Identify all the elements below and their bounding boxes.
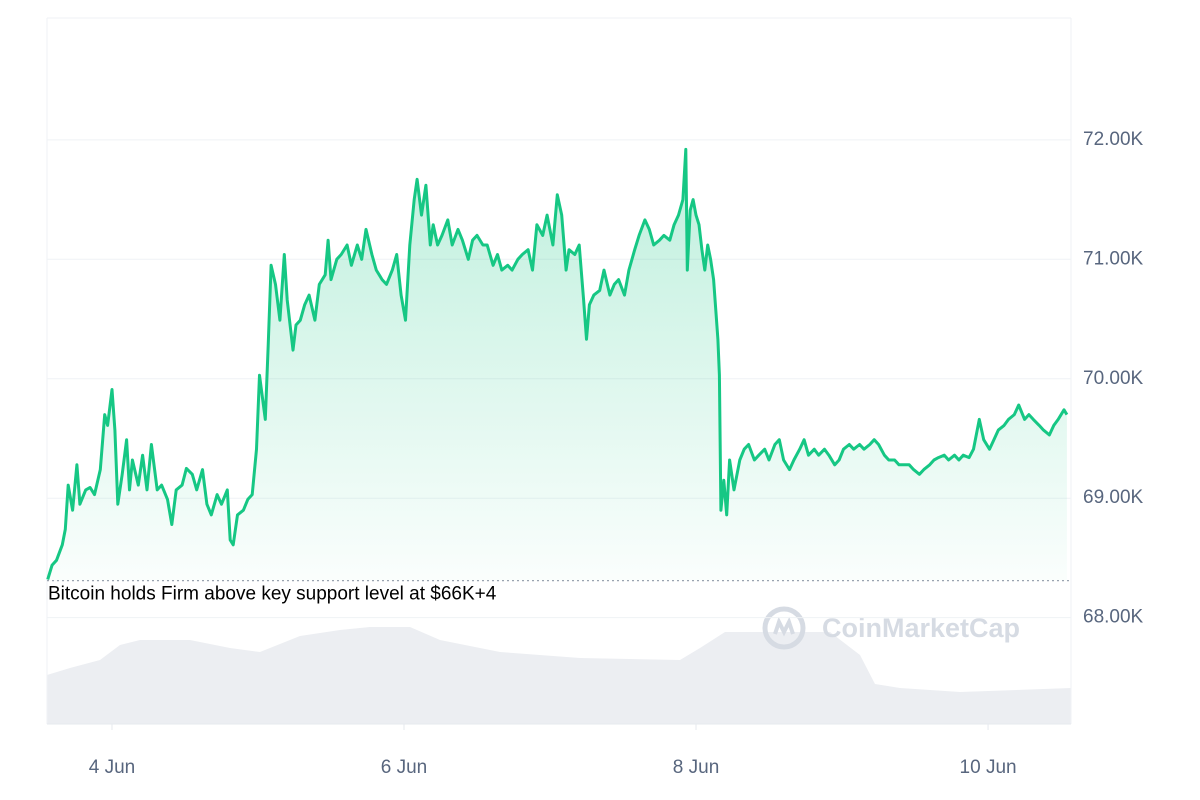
x-tick-label: 10 Jun xyxy=(960,757,1017,778)
price-line xyxy=(46,147,1069,580)
reference-label: Bitcoin holds Firm above key support lev… xyxy=(48,584,497,605)
volume-area xyxy=(47,627,1071,724)
y-tick-label: 68.00K xyxy=(1083,607,1144,628)
y-tick-label: 70.00K xyxy=(1083,368,1144,389)
y-tick-label: 69.00K xyxy=(1083,487,1144,508)
y-tick-label: 71.00K xyxy=(1083,248,1144,269)
x-tick-label: 8 Jun xyxy=(673,757,719,778)
price-area xyxy=(47,149,1067,581)
watermark-logo xyxy=(762,606,806,650)
x-tick-label: 4 Jun xyxy=(89,757,135,778)
y-tick-label: 72.00K xyxy=(1083,129,1144,150)
x-tick-label: 6 Jun xyxy=(381,757,427,778)
